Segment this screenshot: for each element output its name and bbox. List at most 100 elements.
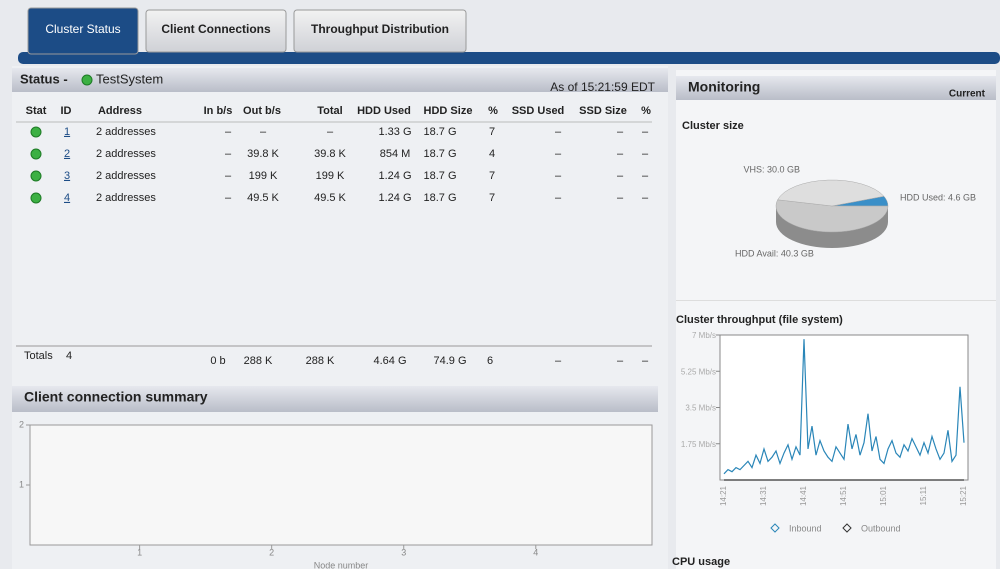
cell: 7 [489,192,495,204]
status-icon [30,192,42,204]
column-header[interactable]: Out b/s [243,105,281,117]
summary-plot [29,424,653,546]
cell: 49.5 K [314,192,346,204]
cell: – [642,148,649,160]
pie-slice [777,179,885,207]
summary-header [12,386,658,412]
cell: – [617,170,624,182]
cell: – [225,126,232,138]
cell: 1.24 G [378,192,411,204]
total-cell: 4.64 G [373,355,406,367]
cell: – [555,148,562,160]
node-id[interactable]: 1 [64,126,70,138]
cell: – [260,126,267,138]
y-tick-label: 3.5 Mb/s [685,404,716,413]
x-tick-label: 15:21 [959,485,968,506]
pie-label: HDD Used: 4.6 GB [900,192,976,202]
column-header[interactable]: % [488,105,498,117]
cell: 18.7 G [423,170,456,182]
legend-label[interactable]: Outbound [861,523,901,533]
column-header[interactable]: SSD Size [579,105,627,117]
node-id[interactable]: 2 [64,148,70,160]
x-tick-label: 14:51 [839,485,848,506]
total-cell: 6 [487,355,493,367]
y-tick-label: 1.75 Mb/s [681,440,716,449]
status-header [12,68,668,92]
cell: – [642,170,649,182]
x-tick-label: 14:21 [719,485,728,506]
cell: 18.7 G [423,148,456,160]
cell: 49.5 K [247,192,279,204]
address: 2 addresses [96,126,156,138]
divider [676,300,996,301]
series-line [723,339,965,475]
node-id[interactable]: 4 [64,192,70,204]
status-title: Status - [20,71,68,86]
tab-label[interactable]: Throughput Distribution [311,22,449,36]
address: 2 addresses [96,192,156,204]
pie-label: VHS: 30.0 GB [743,164,800,174]
total-cell: 0 b [210,355,225,367]
cell: – [555,126,562,138]
cell: 39.8 K [247,148,279,160]
total-cell: – [642,355,649,367]
legend-marker [842,523,852,533]
total-cell: 288 K [306,355,335,367]
cell: – [225,170,232,182]
status-icon [30,170,42,182]
cell: – [225,148,232,160]
cell: 18.7 G [423,192,456,204]
y-tick-label: 7 Mb/s [692,331,716,340]
legend-label[interactable]: Inbound [789,523,822,533]
x-tick-label: 14:41 [799,485,808,506]
cell: – [617,126,624,138]
tab-bar [18,52,1000,64]
column-header[interactable]: Stat [26,105,47,117]
column-header[interactable]: Total [317,105,342,117]
column-header[interactable]: % [641,105,651,117]
pie-side [776,206,888,248]
monitoring-title: Monitoring [688,79,760,95]
y-tick-label: 5.25 Mb/s [681,367,716,376]
summary-title: Client connection summary [24,389,208,405]
y-tick-label: 1 [19,479,24,489]
total-cell: – [617,355,624,367]
x-tick-label: 2 [269,547,274,557]
totals-count: 4 [66,350,72,362]
column-header[interactable]: Address [98,105,142,117]
cell: 18.7 G [423,126,456,138]
cell: 4 [489,148,495,160]
cell: 1.33 G [378,126,411,138]
pie-slice [775,199,889,233]
tab-label[interactable]: Cluster Status [45,22,120,36]
total-cell: – [555,355,562,367]
node-id[interactable]: 3 [64,170,70,182]
throughput-title: Cluster throughput (file system) [676,314,843,326]
monitoring-mode: Current [949,89,986,100]
cell: – [617,148,624,160]
column-header[interactable]: ID [61,105,72,117]
total-cell: 74.9 G [433,355,466,367]
tab[interactable] [293,9,467,53]
tab[interactable] [145,9,287,53]
totals-label: Totals [24,350,53,362]
x-tick-label: 3 [401,547,406,557]
tab-label[interactable]: Client Connections [161,22,271,36]
cell: – [617,192,624,204]
x-tick-label: 14:31 [759,485,768,506]
column-header[interactable]: HDD Size [424,105,473,117]
column-header[interactable]: In b/s [204,105,233,117]
address: 2 addresses [96,148,156,160]
cell: 199 K [316,170,345,182]
x-tick-label: 1 [137,547,142,557]
cell: – [225,192,232,204]
x-tick-label: 4 [533,547,538,557]
cell: – [642,126,649,138]
monitoring-header [676,76,996,100]
x-axis-label: Node number [314,560,369,569]
cell: – [642,192,649,204]
tab[interactable] [27,7,139,55]
column-header[interactable]: HDD Used [357,105,411,117]
column-header[interactable]: SSD Used [512,105,565,117]
